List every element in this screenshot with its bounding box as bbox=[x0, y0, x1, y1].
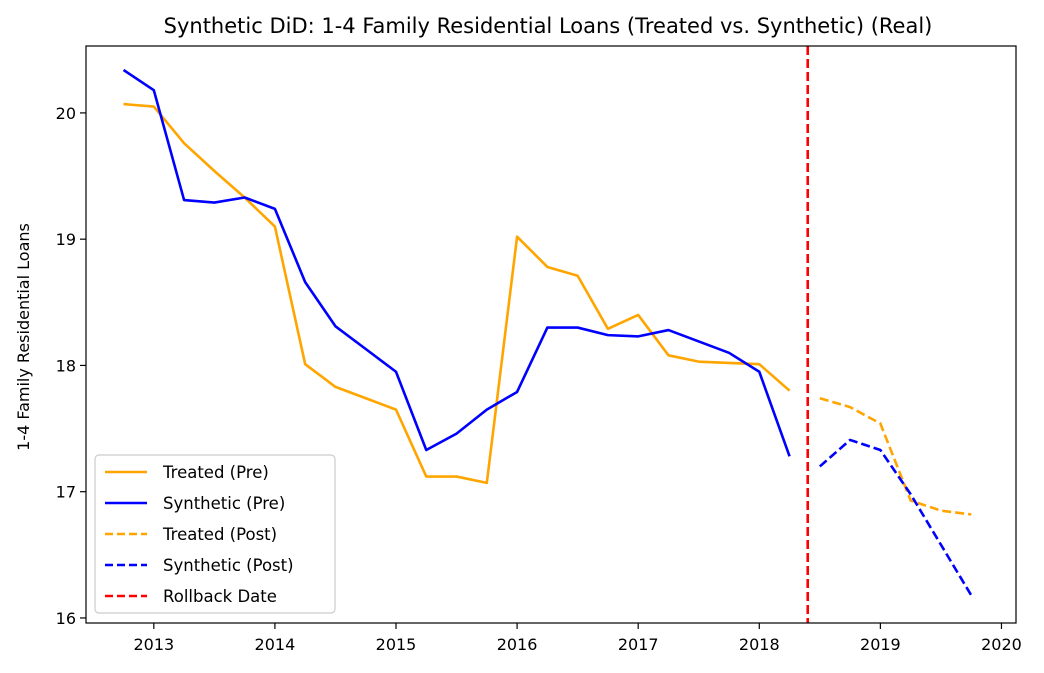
y-tick-label: 18 bbox=[56, 356, 76, 375]
x-tick-label: 2015 bbox=[376, 635, 417, 654]
x-tick-label: 2013 bbox=[133, 635, 174, 654]
x-tick-label: 2017 bbox=[618, 635, 659, 654]
y-tick-label: 20 bbox=[56, 104, 76, 123]
legend: Treated (Pre) Synthetic (Pre) Treated (Pos… bbox=[94, 454, 336, 614]
x-tick-label: 2019 bbox=[860, 635, 901, 654]
series-line-1 bbox=[123, 102, 791, 485]
axes-frame bbox=[85, 45, 1017, 624]
y-tick-label: 19 bbox=[56, 230, 76, 249]
y-tick-label: 17 bbox=[56, 483, 76, 502]
y-axis-label: 1-4 Family Residential Loans bbox=[14, 223, 33, 451]
chart-title: Synthetic DiD: 1-4 Family Residential Lo… bbox=[164, 14, 933, 38]
legend-box bbox=[94, 454, 336, 614]
legend-label: Treated (Post) bbox=[162, 525, 277, 544]
x-tick-label: 2018 bbox=[739, 635, 780, 654]
y-tick-label: 16 bbox=[56, 609, 76, 628]
legend-label: Rollback Date bbox=[163, 587, 277, 606]
legend-label: Treated (Pre) bbox=[162, 463, 269, 482]
series-line-3 bbox=[819, 397, 972, 516]
x-tick-label: 2014 bbox=[255, 635, 296, 654]
series-line-2 bbox=[122, 68, 791, 457]
legend-label: Synthetic (Pre) bbox=[163, 494, 285, 513]
plot-area: 2013 2014 2015 2016 2017 2018 2019 2020 16 17 18 19… bbox=[56, 45, 1022, 654]
x-tick-label: 2016 bbox=[497, 635, 538, 654]
series-line-4 bbox=[818, 438, 973, 596]
x-tick-label: 2020 bbox=[981, 635, 1022, 654]
legend-label: Synthetic (Post) bbox=[163, 556, 294, 575]
